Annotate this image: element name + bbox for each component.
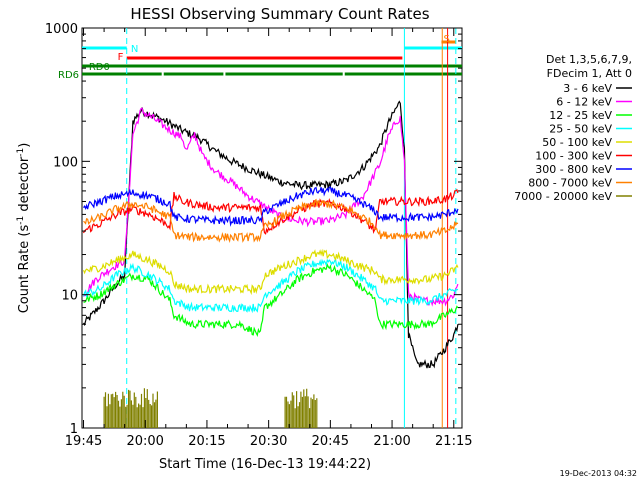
x-axis-ticks: 19:45 20:00 20:15 20:30 20:45 21:00 21:15	[65, 28, 473, 449]
y-axis-label-text: Count Rate (s	[17, 225, 32, 314]
flag-label-f: F	[118, 52, 124, 63]
flag-label-rd0: RD0	[89, 62, 110, 73]
plot-border	[81, 27, 463, 429]
y-axis-label-sup2: -1	[16, 148, 26, 157]
flag-label-s: S	[443, 34, 449, 45]
legend-header-line-1: Det 1,3,5,6,7,9,	[546, 53, 632, 66]
flag-bars	[82, 40, 462, 76]
y-tick-label: 10	[61, 289, 78, 304]
legend-item-label: 12 - 25 keV	[549, 109, 612, 122]
x-tick-label: 20:30	[250, 434, 287, 449]
x-tick-label: 20:45	[312, 434, 349, 449]
flag-label-rd6: RD6	[58, 70, 79, 81]
x-axis-label: Start Time (16-Dec-13 19:44:22)	[159, 457, 371, 472]
plot-area	[81, 27, 463, 429]
legend-item-label: 50 - 100 keV	[542, 136, 612, 149]
y-tick-label: 100	[53, 155, 78, 170]
x-tick-label: 21:15	[435, 434, 472, 449]
legend-header-line-2: FDecim 1, Att 0	[547, 67, 632, 80]
legend-item-label: 25 - 50 keV	[549, 123, 612, 136]
footer-timestamp: 19-Dec-2013 04:32	[560, 469, 637, 478]
legend-item-label: 800 - 7000 keV	[528, 177, 612, 190]
x-tick-label: 20:00	[126, 434, 163, 449]
legend-item-label: 3 - 6 keV	[563, 82, 612, 95]
legend-item-label: 300 - 800 keV	[535, 163, 612, 176]
series-line-2	[83, 263, 459, 337]
series-line-1	[83, 107, 459, 307]
y-axis-label-mid: detector	[17, 156, 32, 216]
chart-title: HESSI Observing Summary Count Rates	[130, 5, 429, 23]
y-axis-ticks: 1 10 100 1000	[45, 22, 462, 437]
legend-item-label: 100 - 300 keV	[535, 150, 612, 163]
y-axis-label-end: )	[17, 143, 32, 148]
series-line-4	[82, 248, 459, 296]
series-layer	[82, 100, 459, 428]
x-tick-label: 20:15	[188, 434, 225, 449]
series-line-6	[83, 186, 459, 227]
x-tick-label: 19:45	[65, 434, 102, 449]
series-line-8	[103, 388, 318, 428]
y-tick-label: 1000	[45, 22, 78, 37]
y-axis-label-sup: -1	[16, 216, 26, 225]
legend-item-label: 7000 - 20000 keV	[514, 190, 612, 203]
flag-label-n: N	[131, 44, 138, 55]
series-line-3	[82, 257, 459, 314]
legend: Det 1,3,5,6,7,9, FDecim 1, Att 0 3 - 6 k…	[514, 53, 632, 203]
y-axis-label: Count Rate (s-1 detector-1)	[16, 143, 32, 314]
series-line-7	[83, 198, 459, 244]
x-tick-label: 21:00	[373, 434, 410, 449]
series-line-5	[82, 188, 459, 235]
y-tick-label: 1	[70, 422, 78, 437]
legend-item-label: 6 - 12 keV	[556, 96, 612, 109]
flag-labels: NF RD0 RD6 S	[58, 34, 450, 81]
